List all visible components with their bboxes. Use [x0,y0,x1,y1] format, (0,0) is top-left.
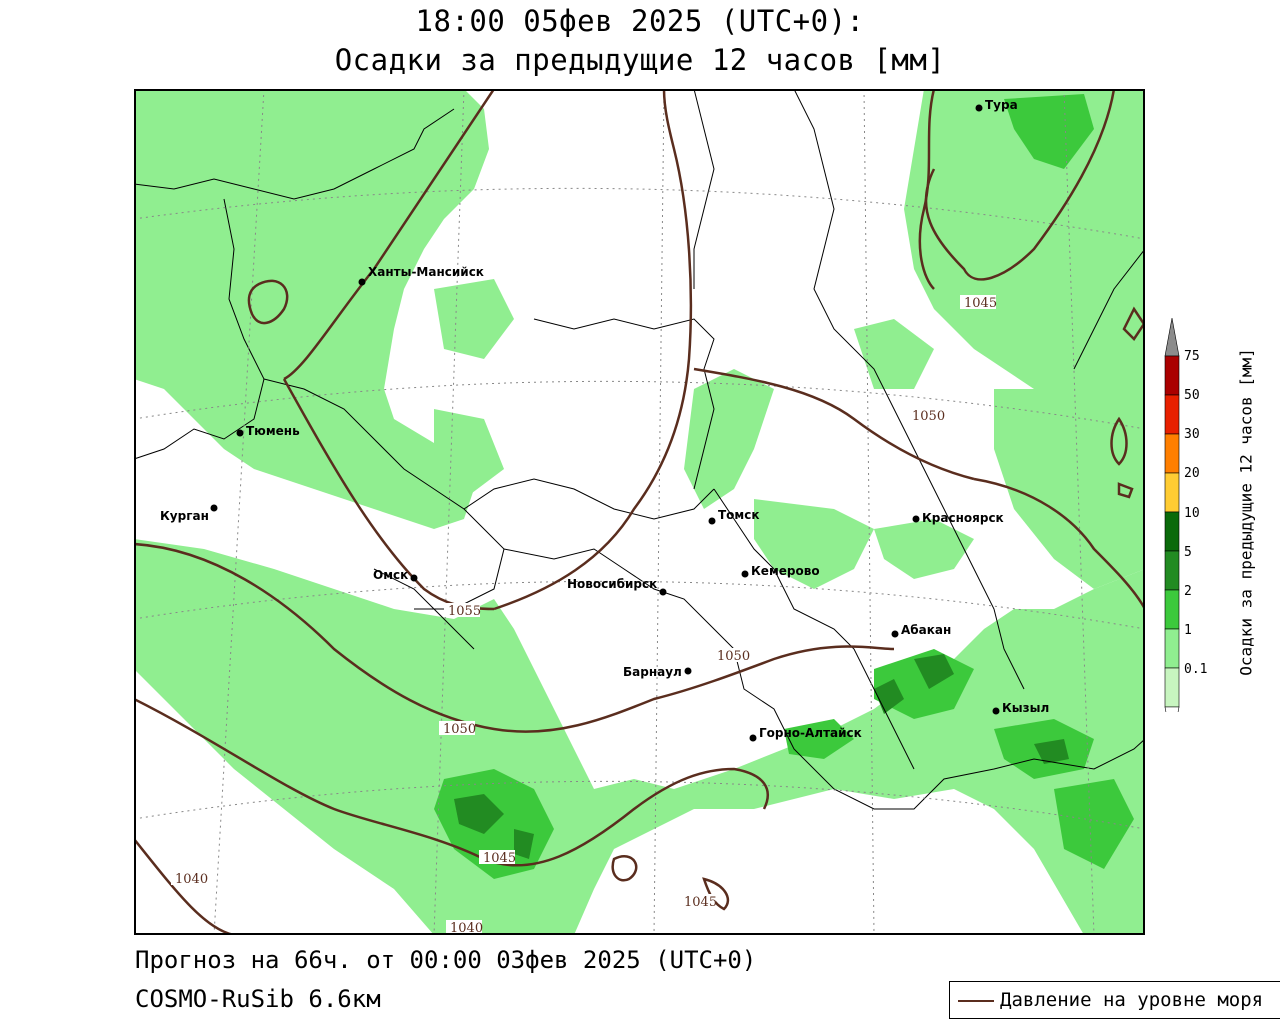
city-gorno-altaysk: Горно-Алтайск [759,726,862,740]
precipitation-colorbar [1164,317,1180,712]
isobar-label-1050-south: 1050 [443,722,476,737]
colorbar-tick-75: 75 [1184,349,1200,364]
city-barnaul: Барнаул [623,665,682,679]
isobar-labels: 1045 1050 1055 1050 1050 1045 1040 1040 … [171,295,997,935]
city-kyzyl: Кызыл [1002,701,1049,715]
pressure-legend: Давление на уровне моря [949,981,1280,1019]
colorbar-band-3 [1164,550,1180,591]
isobar-label-1045-south: 1045 [483,851,516,866]
colorbar-band-7 [1164,394,1180,435]
colorbar-tick-10: 10 [1184,506,1200,521]
colorbar-tick-0.1: 0.1 [1184,662,1208,677]
pressure-legend-line [958,1000,994,1002]
isobar-label-1055: 1055 [448,604,481,619]
city-khanty-mansiysk: Ханты-Мансийск [368,265,484,279]
colorbar-tick-1: 1 [1184,623,1192,638]
city-tomsk: Томск [718,508,760,522]
isobar-label-1045-north: 1045 [964,296,997,311]
city-abakan: Абакан [901,623,951,637]
colorbar-band-4 [1164,511,1180,552]
forecast-info: Прогноз на 66ч. от 00:00 03фев 2025 (UTC… [135,946,757,974]
colorbar-tick-30: 30 [1184,427,1200,442]
precip-heavy-cores [454,654,1069,859]
city-omsk: Омск [373,568,408,582]
colorbar-top-arrow [1164,317,1180,357]
colorbar-tick-20: 20 [1184,466,1200,481]
city-tyumen: Тюмень [246,424,300,438]
colorbar-band-5 [1164,472,1180,513]
isobar-label-1040-west: 1040 [175,872,208,887]
map-title-variable: Осадки за предыдущие 12 часов [мм] [334,43,946,77]
colorbar-bottom-arrow [1164,706,1180,712]
colorbar-band-6 [1164,433,1180,474]
colorbar-tick-50: 50 [1184,388,1200,403]
colorbar-tick-5: 5 [1184,545,1192,560]
cities: Тура Ханты-Мансийск Тюмень Курган Омск Т… [160,98,1049,742]
colorbar-tick-2: 2 [1184,584,1192,599]
graticule [135,90,1144,934]
pressure-legend-label: Давление на уровне моря [1000,989,1264,1011]
precipitation-map: 1045 1050 1055 1050 1050 1045 1040 1040 … [134,89,1145,935]
city-tura: Тура [985,98,1018,112]
city-kurgan: Курган [160,509,209,523]
colorbar-band-1 [1164,628,1180,669]
colorbar-title: Осадки за предыдущие 12 часов [мм] [1236,348,1256,676]
region-boundaries [135,90,1144,810]
city-kemerovo: Кемерово [751,564,820,578]
isobar-label-1040-bottom: 1040 [450,921,483,935]
precip-light-areas [135,90,1144,934]
isobar-label-1050-barnaul: 1050 [717,649,750,664]
model-name: COSMO-RuSib 6.6км [135,985,381,1013]
city-krasnoyarsk: Красноярск [922,511,1004,525]
colorbar-band-2 [1164,589,1180,630]
isobar-label-1050-east: 1050 [912,409,945,424]
colorbar-band-0 [1164,667,1180,708]
city-novosibirsk: Новосибирск [567,577,657,591]
colorbar-band-8 [1164,355,1180,396]
map-title-time: 18:00 05фев 2025 (UTC+0): [415,4,865,38]
isobar-label-1045-bottom: 1045 [684,895,717,910]
